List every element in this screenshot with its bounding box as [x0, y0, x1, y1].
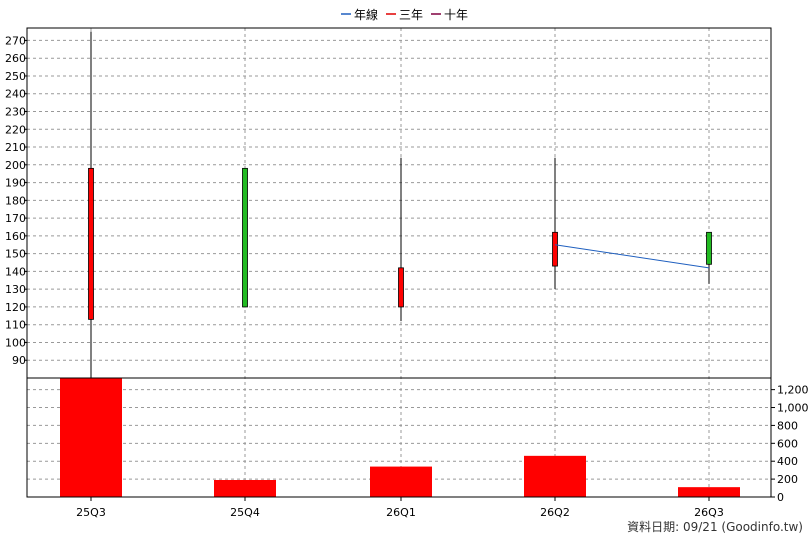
- legend-label: 十年: [444, 8, 468, 22]
- volume-tick-label: 0: [777, 491, 784, 504]
- price-tick-label: 100: [5, 336, 26, 349]
- price-tick-label: 260: [5, 52, 26, 65]
- volume-bar: [214, 480, 276, 497]
- price-tick-label: 110: [5, 319, 26, 332]
- price-tick-label: 240: [5, 88, 26, 101]
- volume-bars: [60, 378, 740, 497]
- price-tick-label: 160: [5, 230, 26, 243]
- price-tick-label: 140: [5, 265, 26, 278]
- volume-tick-label: 600: [777, 437, 798, 450]
- candles: [88, 31, 712, 378]
- price-tick-label: 130: [5, 283, 26, 296]
- candle-body: [706, 231, 712, 265]
- price-tick-label: 150: [5, 248, 26, 261]
- x-tick-label: 26Q3: [694, 506, 724, 519]
- data-date-footer: 資料日期: 09/21 (Goodinfo.tw): [627, 520, 803, 534]
- x-tick-label: 26Q1: [386, 506, 416, 519]
- price-tick-label: 270: [5, 34, 26, 47]
- volume-bar: [524, 455, 586, 497]
- volume-plot-frame: [26, 377, 772, 498]
- price-tick-label: 220: [5, 123, 26, 136]
- volume-tick-label: 200: [777, 473, 798, 486]
- volume-bar: [678, 487, 740, 497]
- candle-body: [242, 167, 248, 308]
- legend-label: 年線: [354, 7, 378, 22]
- x-grid: [90, 28, 710, 497]
- volume-tick-label: 1,000: [777, 402, 808, 415]
- price-tick-label: 180: [5, 194, 26, 207]
- price-grid: [27, 39, 771, 361]
- price-tick-label: 250: [5, 70, 26, 83]
- price-tick-label: 230: [5, 106, 26, 119]
- x-axis: 25Q3 25Q4 26Q1 26Q2 26Q3: [76, 497, 724, 519]
- price-tick-label: 190: [5, 177, 26, 190]
- price-tick-label: 210: [5, 141, 26, 154]
- legend-label: 三年: [399, 8, 423, 22]
- x-tick-label: 25Q4: [230, 506, 260, 519]
- price-tick-label: 170: [5, 212, 26, 225]
- ma-lines: [554, 244, 710, 269]
- price-tick-label: 200: [5, 159, 26, 172]
- candle-body: [398, 267, 404, 308]
- volume-axis: 0 200 400 600 800 1,000 1,200: [771, 384, 808, 504]
- plot-frames: [26, 27, 772, 498]
- candle-body: [88, 167, 94, 320]
- volume-tick-label: 800: [777, 419, 798, 432]
- candle-body: [552, 231, 558, 267]
- price-plot-frame: [26, 27, 772, 379]
- annual-ma-line: [554, 244, 710, 269]
- volume-tick-label: 1,200: [777, 384, 808, 397]
- legend: 年線 三年 十年: [341, 7, 468, 22]
- price-axis: 90 100 110 120 130 140 150 160 170 180 190 200 210 22…: [5, 34, 27, 367]
- volume-bar: [370, 466, 432, 497]
- price-tick-label: 120: [5, 301, 26, 314]
- x-tick-label: 25Q3: [76, 506, 106, 519]
- x-tick-label: 26Q2: [540, 506, 570, 519]
- volume-bar: [60, 378, 122, 497]
- price-tick-label: 90: [12, 354, 26, 367]
- volume-tick-label: 400: [777, 455, 798, 468]
